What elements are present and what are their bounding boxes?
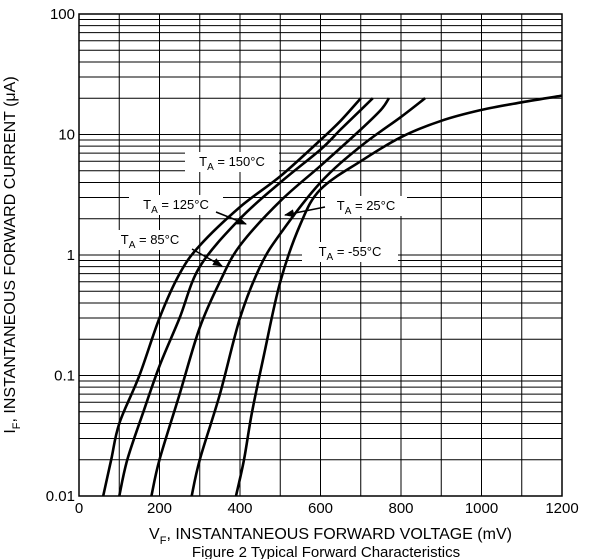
x-tick-label: 400	[227, 500, 252, 517]
annotation-background	[108, 230, 192, 250]
annotation-rest: = 25°C	[351, 198, 395, 213]
annotation-main: T	[121, 232, 129, 247]
annotation-rest: = 150°C	[214, 154, 265, 169]
annotation-background	[129, 195, 223, 215]
series-annotation-label: TA = 125°C	[143, 197, 209, 216]
annotation-layer: TA = 150°CTA = 125°CTA = 85°CTA = 25°CTA…	[108, 152, 407, 267]
annotation-arrow	[191, 248, 223, 267]
series-line	[101, 97, 362, 497]
x-tick-label: 200	[147, 500, 172, 517]
annotation-subscript: A	[207, 162, 214, 173]
plot-frame	[78, 13, 563, 497]
annotation-arrow	[284, 206, 326, 218]
tick-labels: 0 200 400 600 800 1000 1200 0.01 0.1 1 10 100	[46, 6, 579, 517]
y-tick-label: 0.1	[54, 368, 75, 385]
annotation-subscript: A	[151, 205, 158, 216]
x-tick-label: 600	[308, 500, 333, 517]
x-tick-label: 1000	[465, 500, 498, 517]
y-axis-title: IF, INSTANTANEOUS FORWARD CURRENT (μA)	[2, 76, 23, 433]
annotation-arrow	[215, 211, 247, 225]
y-tick-label: 10	[58, 127, 75, 144]
series-annotation-label: TA = 150°C	[199, 154, 265, 173]
x-tick-label: 0	[75, 500, 83, 517]
annotation-subscript: A	[129, 240, 136, 251]
annotation-subscript: A	[327, 252, 334, 263]
annotation-rest: = 85°C	[135, 232, 179, 247]
y-axis-title-main: I	[2, 429, 19, 433]
series-line	[234, 94, 563, 497]
annotation-subscript: A	[345, 206, 352, 217]
annotation-rest: = -55°C	[333, 244, 381, 259]
series-line	[118, 97, 374, 497]
series-line	[150, 97, 391, 497]
x-axis-title-rest: , INSTANTANEOUS FORWARD VOLTAGE (mV)	[166, 526, 512, 543]
x-axis-title-subscript: F	[160, 535, 167, 547]
series-annotation-label: TA = -55°C	[319, 244, 382, 263]
annotation-main: T	[143, 197, 151, 212]
y-tick-label: 100	[50, 6, 75, 23]
y-axis-title-rest: , INSTANTANEOUS FORWARD CURRENT (μA)	[2, 76, 19, 422]
annotation-main: T	[319, 244, 327, 259]
annotation-main: T	[337, 198, 345, 213]
x-axis-title: VF, INSTANTANEOUS FORWARD VOLTAGE (mV)	[149, 526, 512, 547]
series-annotation-label: TA = 85°C	[121, 232, 180, 251]
annotation-main: T	[199, 154, 207, 169]
series-annotation-label: TA = 25°C	[337, 198, 396, 217]
annotation-rest: = 125°C	[158, 197, 209, 212]
annotation-background	[302, 242, 398, 262]
series-line	[190, 97, 426, 497]
y-tick-label: 1	[67, 247, 75, 264]
annotation-background	[325, 196, 407, 216]
y-tick-label: 0.01	[46, 488, 75, 505]
series-layer	[101, 94, 563, 497]
x-tick-label: 1200	[545, 500, 578, 517]
x-tick-label: 800	[388, 500, 413, 517]
figure-caption: Figure 2 Typical Forward Characteristics	[192, 544, 460, 559]
x-axis-title-main: V	[149, 526, 160, 543]
annotation-background	[185, 152, 279, 172]
y-axis-title-subscript: F	[11, 422, 23, 429]
